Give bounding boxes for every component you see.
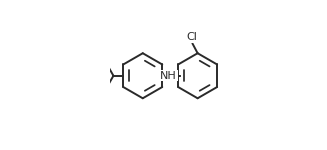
- Text: Cl: Cl: [186, 32, 197, 42]
- Text: NH: NH: [160, 71, 177, 81]
